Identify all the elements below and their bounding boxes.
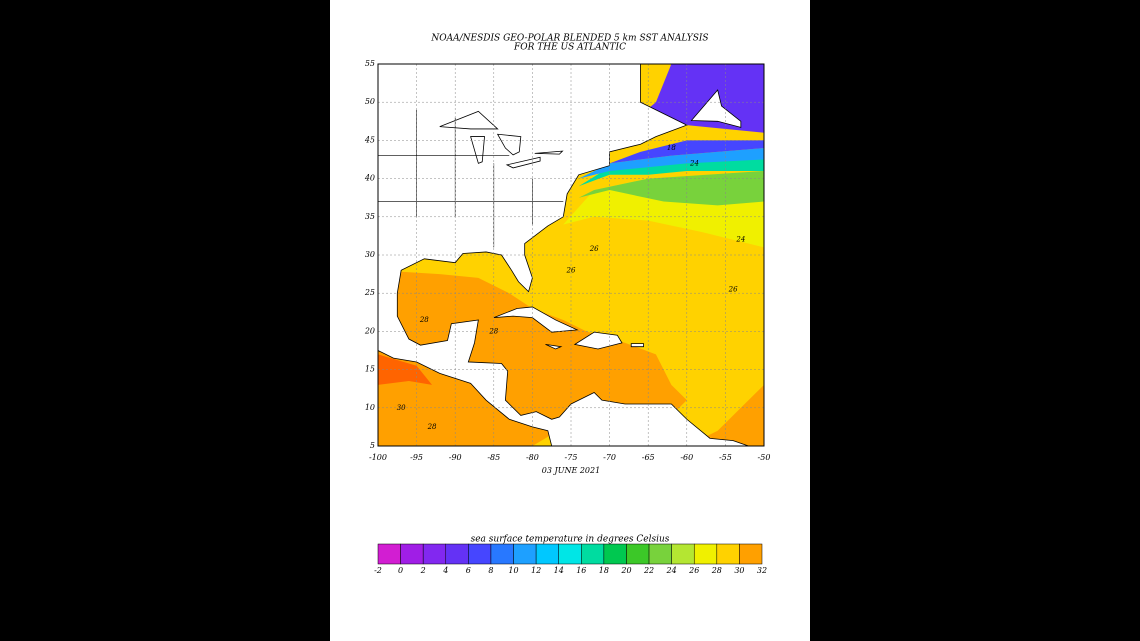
colorbar-swatch (716, 543, 740, 565)
lake (439, 110, 499, 130)
contour-label: 26 (566, 266, 576, 274)
lat-tick-label: 30 (365, 250, 375, 259)
lat-tick-label: 15 (365, 365, 375, 374)
lon-tick-label: -60 (680, 453, 693, 462)
colorbar-swatch (513, 543, 537, 565)
ocean-hot (378, 354, 433, 385)
colorbar-swatch (445, 543, 469, 565)
contour-label: 26 (728, 285, 738, 293)
colorbar-swatch (739, 543, 763, 565)
colorbar-tick-label: 2 (420, 566, 426, 575)
colorbar-tick-label: 8 (488, 566, 493, 575)
lon-tick-label: -70 (603, 453, 616, 462)
colorbar-tick-label: 32 (757, 566, 767, 575)
island (545, 343, 563, 350)
lon-tick-label: -100 (369, 453, 387, 462)
colorbar-tick-label: 20 (620, 566, 631, 575)
contour-label: 26 (589, 245, 599, 253)
colorbar-swatch (377, 543, 401, 565)
lat-tick-label: 35 (365, 212, 375, 221)
colorbar-swatch (558, 543, 582, 565)
contour-label: 24 (735, 236, 745, 244)
lat-tick-label: 50 (365, 97, 375, 106)
lon-tick-label: -55 (719, 453, 732, 462)
colorbar-swatch (400, 543, 424, 565)
island (690, 89, 742, 128)
colorbar-swatch (626, 543, 650, 565)
colorbar-tick-label: 28 (711, 566, 722, 575)
lon-tick-label: -90 (449, 453, 462, 462)
contour-label: 24 (689, 159, 699, 167)
colorbar: -2 0 2 4 6 8 10 12 14 16 18 20 22 24 26 28 30 32 (374, 543, 767, 575)
island (573, 331, 623, 350)
lat-tick-label: 45 (364, 135, 375, 144)
colorbar-tick-label: 4 (442, 566, 448, 575)
colorbar-tick-label: 12 (531, 566, 541, 575)
lon-tick-label: -50 (758, 453, 771, 462)
ocean-cool (578, 170, 764, 206)
contour-label: 18 (667, 144, 676, 152)
ocean-warm (686, 384, 764, 446)
lat-tick-label: 40 (364, 174, 375, 183)
island (493, 306, 579, 333)
colorbar-swatch (535, 543, 559, 565)
lat-tick-label: 55 (365, 59, 375, 68)
colorbar-swatch (581, 543, 605, 565)
colorbar-tick-label: 30 (734, 566, 744, 575)
lat-tick-label: 10 (365, 403, 375, 412)
colorbar-tick-label: 10 (508, 566, 518, 575)
contour-label: 28 (427, 423, 437, 431)
island (630, 343, 644, 348)
contour-label: 28 (488, 327, 498, 335)
colorbar-tick-label: 26 (688, 566, 699, 575)
date: 03 JUNE 2021 (542, 466, 600, 475)
colorbar-tick-label: 22 (643, 566, 654, 575)
colorbar-tick-label: -2 (374, 566, 382, 575)
lon-tick-label: -65 (642, 453, 655, 462)
lat-tick-label: 20 (364, 326, 375, 335)
lat-tick-label: 25 (364, 288, 375, 297)
lake (505, 156, 541, 169)
colorbar-swatch (603, 543, 627, 565)
contour-label: 28 (419, 316, 429, 324)
colorbar-swatch (490, 543, 514, 565)
lake (470, 136, 485, 164)
lon-tick-label: -80 (526, 453, 539, 462)
contour-label: 30 (397, 404, 406, 412)
colorbar-swatch (468, 543, 492, 565)
colorbar-tick-label: 24 (666, 566, 677, 575)
lon-tick-label: -95 (410, 453, 423, 462)
ocean-colder (578, 148, 764, 179)
title: NOAA/NESDIS GEO-POLAR BLENDED 5 km SST A… (430, 34, 708, 44)
colorbar-tick-label: 18 (599, 566, 609, 575)
colorbar-tick-label: 0 (398, 566, 403, 575)
lake (534, 150, 564, 155)
colorbar-swatch (648, 543, 672, 565)
colorbar-swatch (693, 543, 718, 565)
colorbar-label: sea surface temperature in degrees Celsi… (471, 535, 670, 545)
land (378, 64, 749, 446)
lake (496, 133, 522, 156)
subtitle: FOR THE US ATLANTIC (513, 43, 626, 53)
lat-tick-label: 5 (370, 441, 375, 450)
frame (377, 63, 765, 447)
colorbar-tick-label: 16 (576, 566, 586, 575)
colorbar-tick-label: 6 (466, 566, 471, 575)
colorbar-tick-label: 14 (554, 566, 564, 575)
lon-tick-label: -75 (565, 453, 578, 462)
colorbar-swatch (671, 543, 695, 565)
colorbar-swatch (422, 543, 447, 565)
lon-tick-label: -85 (487, 453, 500, 462)
map: -100 -95 -90 -85 -80 -75 -70 -65 -60 -55 -50 5 10 15 2… (364, 59, 771, 462)
